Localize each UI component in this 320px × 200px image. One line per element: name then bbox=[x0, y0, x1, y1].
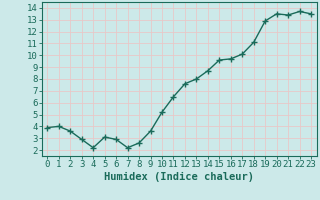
X-axis label: Humidex (Indice chaleur): Humidex (Indice chaleur) bbox=[104, 172, 254, 182]
